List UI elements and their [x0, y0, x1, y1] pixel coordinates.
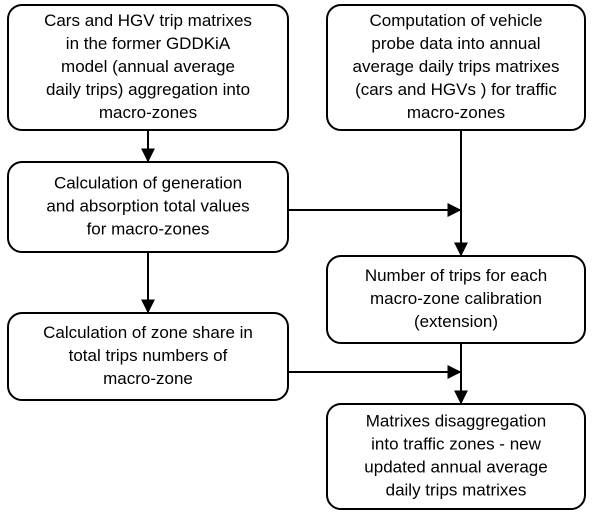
node-box — [326, 403, 586, 510]
node-box — [326, 255, 586, 344]
node-label: (extension) — [414, 312, 498, 331]
node-box — [7, 312, 289, 401]
node-label: updated annual average — [364, 457, 547, 476]
node-label: in the former GDDKiA — [66, 34, 231, 53]
node-label: (cars and HGVs ) for traffic — [355, 80, 557, 99]
node-label: Calculation of generation — [54, 173, 242, 192]
node-label: macro-zones — [99, 103, 197, 122]
node-label: total trips numbers of — [69, 346, 228, 365]
node-label: macro-zone calibration — [370, 289, 542, 308]
node-label: model (annual average — [61, 57, 235, 76]
edges — [141, 130, 468, 405]
node-label: Cars and HGV trip matrixes — [44, 11, 252, 30]
node-label: for macro-zones — [87, 219, 210, 238]
node-label: probe data into annual — [371, 34, 540, 53]
node-label: Matrixes disaggregation — [366, 411, 546, 430]
node-label: daily trips matrixes — [386, 480, 527, 499]
node-label: macro-zone — [103, 369, 193, 388]
node-label: and absorption total values — [46, 196, 249, 215]
node-box — [7, 161, 289, 253]
node-box — [7, 4, 289, 131]
node-label: Number of trips for each — [365, 266, 547, 285]
node-label: into traffic zones - new — [371, 434, 541, 453]
node-label: average daily trips matrixes — [353, 57, 560, 76]
node-label: Calculation of zone share in — [43, 323, 253, 342]
node-label: macro-zones — [407, 103, 505, 122]
node-label: daily trips) aggregation into — [46, 80, 250, 99]
node-label: Computation of vehicle — [370, 11, 543, 30]
node-box — [326, 4, 586, 131]
